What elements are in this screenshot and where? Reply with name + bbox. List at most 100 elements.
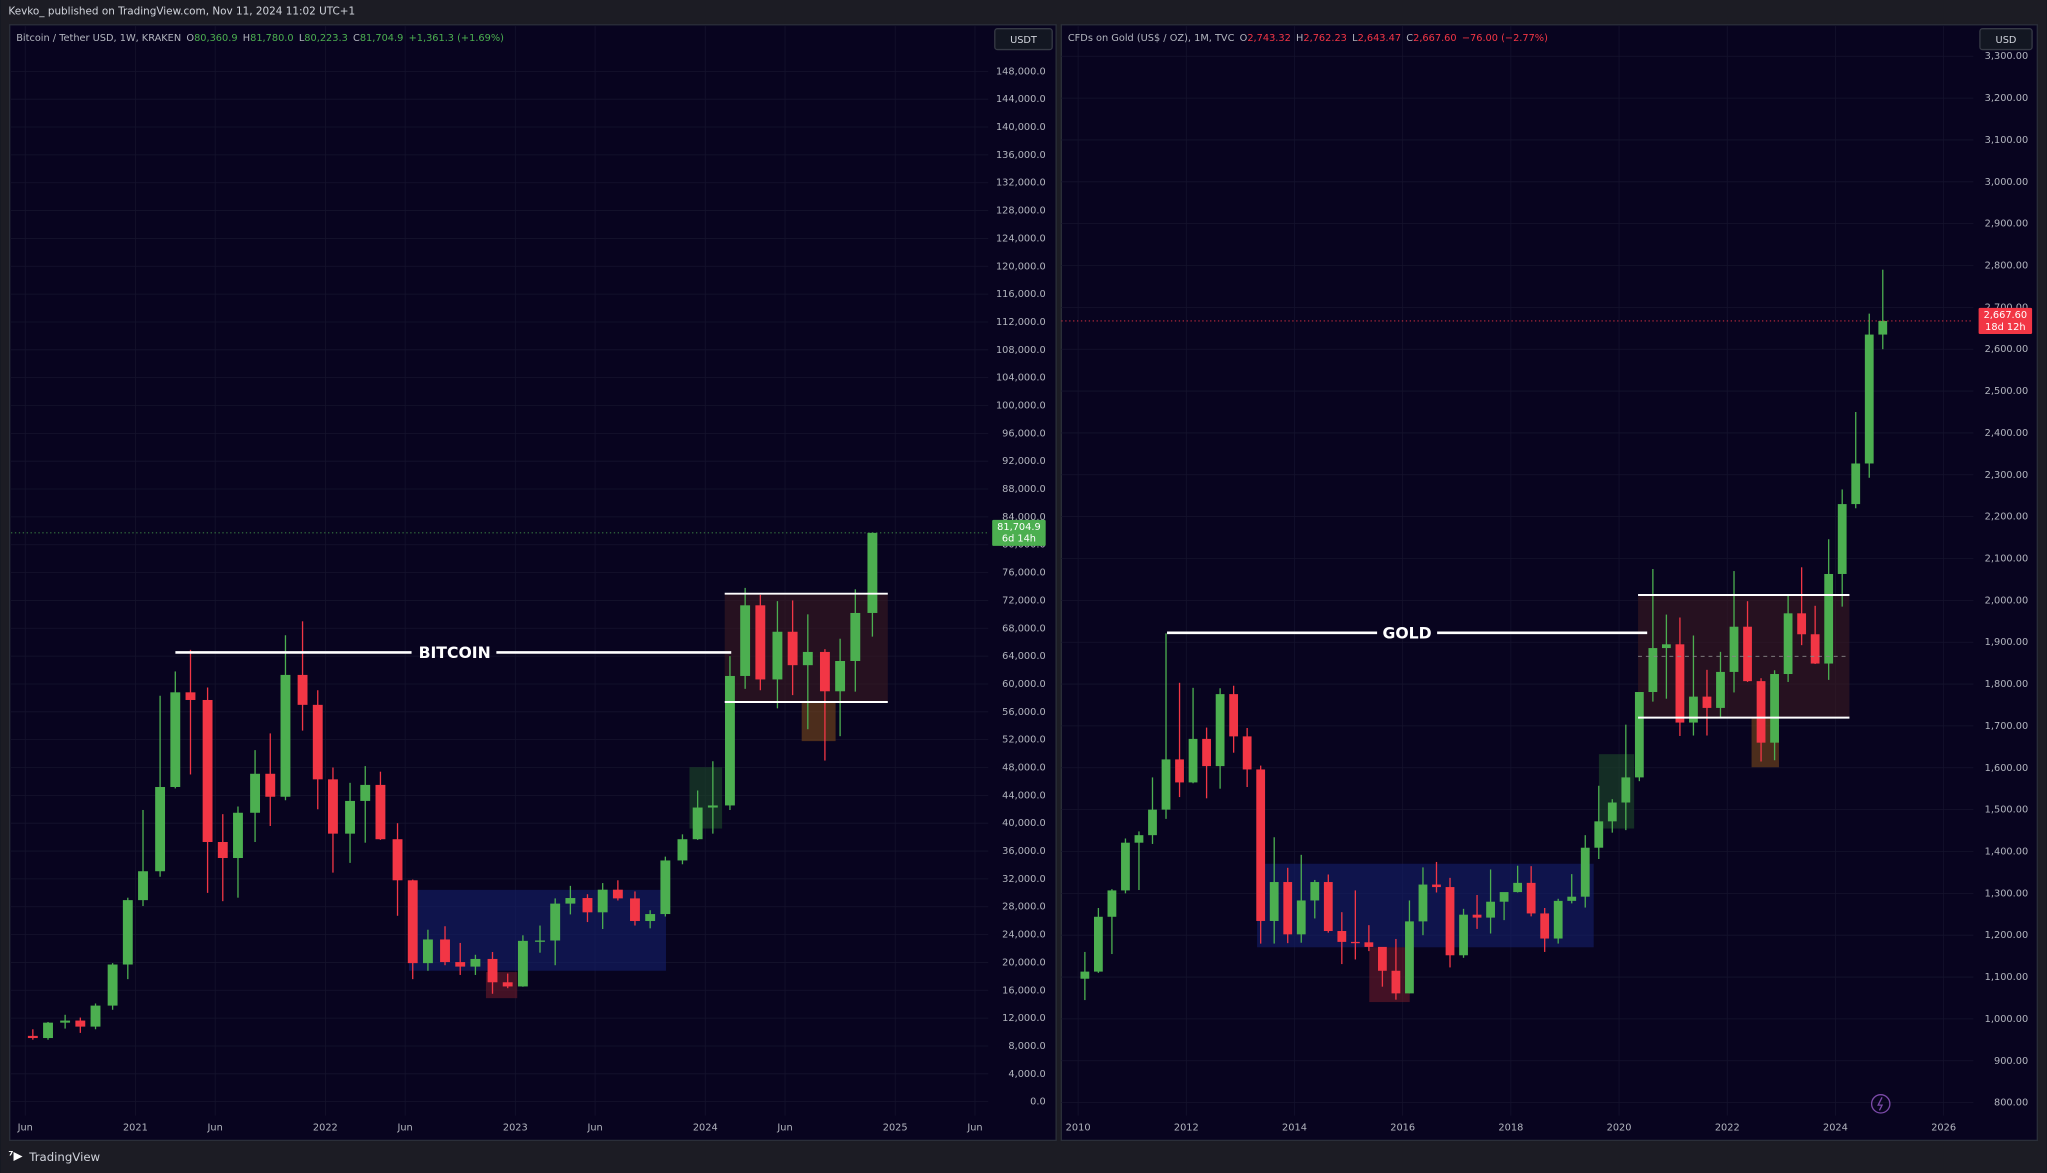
legend-value: 2,643.47 <box>1358 33 1401 44</box>
candle-body <box>1743 626 1752 682</box>
y-tick-label: 140,000.0 <box>996 122 1046 133</box>
candle-body <box>360 784 371 801</box>
candle-body <box>1661 644 1671 649</box>
y-tick-label: 2,100.00 <box>1985 553 2029 564</box>
candle-body <box>217 841 228 859</box>
currency-button[interactable] <box>1979 28 2033 51</box>
candle-body <box>107 964 118 1006</box>
x-tick-label: Jun <box>586 1122 602 1133</box>
x-tick-label: 2024 <box>693 1122 718 1133</box>
price-tag-value: 2,667.60 <box>1984 310 2028 321</box>
legend-symbol: CFDs on Gold (US$ / OZ), 1M, TVC <box>1068 33 1235 44</box>
x-tick-label: 2014 <box>1282 1122 1307 1133</box>
y-tick-label: 1,800.00 <box>1985 679 2029 690</box>
x-tick-label: Jun <box>966 1122 982 1133</box>
candle-body <box>1810 634 1820 664</box>
candle-body <box>155 787 166 872</box>
candle-body <box>60 1020 71 1023</box>
candle-body <box>1864 334 1874 464</box>
price-tag-value: 81,704.9 <box>997 522 1041 533</box>
x-tick-label: 2012 <box>1174 1122 1199 1133</box>
y-tick-label: 1,000.00 <box>1985 1014 2029 1025</box>
candle-body <box>265 773 276 797</box>
candle-body <box>1783 613 1793 675</box>
y-tick-label: 108,000.0 <box>996 345 1046 356</box>
y-tick-label: 2,400.00 <box>1985 428 2029 439</box>
legend-value: 81,780.0 <box>250 33 293 44</box>
candle-body <box>1689 696 1698 723</box>
legend-field: O <box>186 33 194 44</box>
y-tick-label: 1,400.00 <box>1985 846 2029 857</box>
y-tick-label: 64,000.0 <box>1002 651 1046 662</box>
x-tick-label: 2026 <box>1931 1122 1956 1133</box>
currency-label[interactable]: USDT <box>1010 35 1037 46</box>
logo-mark: ⁷▶ <box>8 1149 22 1163</box>
y-tick-label: 28,000.0 <box>1002 902 1046 913</box>
candle-body <box>1242 736 1252 770</box>
candle-body <box>1567 896 1577 901</box>
y-tick-label: 76,000.0 <box>1002 568 1046 579</box>
candle-body <box>1580 847 1590 897</box>
candle-body <box>535 940 545 942</box>
candle-body <box>185 692 196 700</box>
candle-body <box>1283 882 1293 935</box>
candle-body <box>677 839 688 861</box>
y-tick-label: 120,000.0 <box>996 261 1046 272</box>
candle-body <box>725 675 735 806</box>
y-tick-label: 56,000.0 <box>1002 707 1046 718</box>
y-tick-label: 2,900.00 <box>1985 219 2029 230</box>
y-tick-label: 800.00 <box>1994 1098 2028 1109</box>
y-tick-label: 60,000.0 <box>1002 679 1046 690</box>
y-tick-label: 1,500.00 <box>1985 805 2029 816</box>
zone <box>1369 947 1410 1003</box>
candle-body <box>1445 887 1455 956</box>
y-tick-label: 0.0 <box>1030 1097 1046 1108</box>
currency-label[interactable]: USD <box>1996 35 2017 46</box>
candle-body <box>375 784 386 840</box>
y-tick-label: 128,000.0 <box>996 206 1046 217</box>
annotation-label: GOLD <box>1383 624 1432 643</box>
candle-body <box>772 631 783 680</box>
y-tick-label: 2,300.00 <box>1985 470 2029 481</box>
candle-body <box>1364 942 1374 947</box>
x-tick-label: 2021 <box>123 1122 148 1133</box>
legend-value: 81,704.9 <box>360 33 403 44</box>
y-tick-label: 72,000.0 <box>1002 595 1046 606</box>
y-tick-label: 88,000.0 <box>1002 484 1046 495</box>
candle-body <box>692 807 703 840</box>
candle-body <box>645 914 656 922</box>
y-tick-label: 40,000.0 <box>1002 818 1046 829</box>
currency-button[interactable] <box>994 28 1053 51</box>
candle-body <box>1513 882 1523 893</box>
y-tick-label: 144,000.0 <box>996 94 1046 105</box>
y-tick-label: 1,900.00 <box>1985 637 2029 648</box>
candle-body <box>1377 946 1387 971</box>
y-tick-label: 148,000.0 <box>996 66 1046 77</box>
y-tick-label: 1,700.00 <box>1985 721 2029 732</box>
candle-body <box>1634 692 1644 778</box>
price-tag <box>992 519 1046 546</box>
candle-body <box>1107 890 1117 917</box>
candle-body <box>1323 882 1333 932</box>
candle-body <box>1418 884 1428 922</box>
y-tick-label: 3,300.00 <box>1985 51 2029 62</box>
candle-body <box>1350 941 1360 944</box>
legend-value: 80,360.9 <box>194 33 238 44</box>
alert-icon[interactable] <box>1870 1094 1891 1114</box>
y-tick-label: 24,000.0 <box>1002 930 1046 941</box>
legend-field: O <box>1240 33 1248 44</box>
legend: Bitcoin / Tether USD, 1W, KRAKEN O80,360.… <box>16 33 504 44</box>
candle-body <box>75 1020 86 1027</box>
brand[interactable]: TradingView <box>28 1150 100 1164</box>
candle-body <box>1188 738 1198 783</box>
candle-body <box>27 1035 38 1039</box>
candle-body <box>170 692 181 788</box>
candle-body <box>802 651 813 666</box>
y-tick-label: 3,100.00 <box>1985 135 2029 146</box>
candle-body <box>470 958 481 967</box>
legend-field: L <box>299 33 305 44</box>
candle-body <box>1499 892 1509 902</box>
candle-body <box>1432 884 1441 888</box>
candle-body <box>1121 842 1130 891</box>
